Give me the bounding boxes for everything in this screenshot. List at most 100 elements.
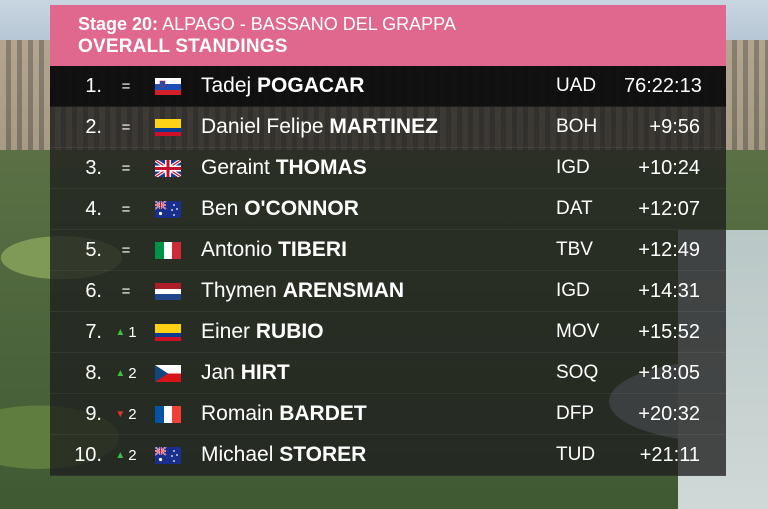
position-change-equal: = [121,159,131,177]
team-code: TUD [556,444,596,465]
rider-name: Geraint THOMAS [201,156,556,180]
rider-surname: POGACAR [257,74,365,97]
standings-row: 2. = Daniel Felipe MARTINEZ BOH +9:56 [50,107,726,148]
arrow-up-icon: ▲ [115,326,126,338]
rider-first-name: Jan [201,361,235,384]
australia-flag-icon [155,200,181,218]
time-gap: 76:22:13 [624,74,702,97]
rank: 10. [74,443,102,466]
rank: 8. [85,361,102,384]
team-code: IGD [556,280,590,301]
standings-title: OVERALL STANDINGS [78,35,288,57]
position-change: ▼ 2 [102,406,150,423]
team-code: MOV [556,321,600,342]
rider-surname: MARTINEZ [329,115,438,138]
great-britain-flag-icon [155,159,181,177]
time-gap: +10:24 [638,156,700,179]
rider-name: Michael STORER [201,443,556,467]
rider-surname: O'CONNOR [244,197,359,220]
position-change: ▲ 1 [102,324,150,341]
standings-row: 7. ▲ 1 Einer RUBIO MOV +15:52 [50,312,726,353]
position-change: = [102,160,150,177]
position-change-equal: = [121,77,131,95]
standings-table: 1. = Tadej POGACAR UAD 76:22:13 2. = Daniel Fel… [50,66,726,476]
rider-first-name: Thymen [201,279,277,302]
rider-name: Ben O'CONNOR [201,197,556,221]
rider-surname: THOMAS [275,156,367,179]
france-flag-icon [155,405,181,423]
rider-surname: ARENSMAN [282,279,405,302]
team-code: IGD [556,157,590,178]
rider-first-name: Antonio [201,238,273,261]
rider-surname: RUBIO [255,320,324,343]
position-change-value: 2 [128,446,137,464]
position-change-equal: = [121,241,131,259]
position-change: = [102,242,150,259]
time-gap: +15:52 [638,320,700,343]
time-gap: +14:31 [638,279,700,302]
rank: 7. [85,320,102,343]
arrow-up-icon: ▲ [115,449,126,461]
stage-route: ALPAGO - BASSANO DEL GRAPPA [162,13,456,34]
position-change-value: 1 [128,323,137,341]
position-change: = [102,78,150,95]
rank: 4. [85,197,102,220]
stage-line: Stage 20: ALPAGO - BASSANO DEL GRAPPA [78,13,698,35]
standings-row: 1. = Tadej POGACAR UAD 76:22:13 [50,66,726,107]
rank: 3. [85,156,102,179]
arrow-up-icon: ▲ [115,367,126,379]
rider-name: Antonio TIBERI [201,238,556,262]
position-change-equal: = [121,200,131,218]
colombia-flag-icon [155,118,181,136]
rider-first-name: Geraint [201,156,270,179]
rank: 6. [85,279,102,302]
rank: 2. [85,115,102,138]
standings-row: 8. ▲ 2 Jan HIRT SOQ +18:05 [50,353,726,394]
position-change-value: 2 [128,364,137,382]
position-change-equal: = [121,118,131,136]
team-code: TBV [556,239,593,260]
rider-name: Thymen ARENSMAN [201,279,556,303]
rider-first-name: Michael [201,443,274,466]
rider-name: Einer RUBIO [201,320,556,344]
colombia-flag-icon [155,323,181,341]
time-gap: +21:11 [639,443,700,466]
time-gap: +18:05 [638,361,700,384]
rider-surname: HIRT [240,361,290,384]
rider-name: Tadej POGACAR [201,74,556,98]
rider-first-name: Romain [201,402,274,425]
netherlands-flag-icon [155,282,181,300]
rider-first-name: Daniel Felipe [201,115,324,138]
rider-first-name: Tadej [201,74,252,97]
position-change: = [102,119,150,136]
time-gap: +12:07 [638,197,700,220]
position-change-equal: = [121,282,131,300]
rank: 9. [85,402,102,425]
standings-row: 5. = Antonio TIBERI TBV +12:49 [50,230,726,271]
rider-name: Jan HIRT [201,361,556,385]
team-code: DAT [556,198,593,219]
standings-overlay: Stage 20: ALPAGO - BASSANO DEL GRAPPA OV… [50,5,726,476]
rider-name: Daniel Felipe MARTINEZ [201,115,556,139]
standings-row: 6. = Thymen ARENSMAN IGD +14:31 [50,271,726,312]
rank: 1. [85,74,102,97]
team-code: SOQ [556,362,599,383]
rider-surname: BARDET [279,402,367,425]
czech-flag-icon [155,364,181,382]
rider-surname: TIBERI [278,238,347,261]
rider-first-name: Einer [201,320,251,343]
standings-row: 3. = Geraint THOMAS IGD +10:24 [50,148,726,189]
standings-row: 9. ▼ 2 Romain BARDET DFP +20:32 [50,394,726,435]
rider-surname: STORER [279,443,367,466]
position-change-value: 2 [128,405,137,423]
rider-name: Romain BARDET [201,402,556,426]
position-change: ▲ 2 [102,447,150,464]
team-code: BOH [556,116,598,137]
standings-row: 4. = Ben O'CONNOR DAT +12:07 [50,189,726,230]
time-gap: +20:32 [638,402,700,425]
team-code: UAD [556,75,597,96]
rank: 5. [85,238,102,261]
stage-number: Stage 20: [78,13,159,34]
position-change: = [102,201,150,218]
team-code: DFP [556,403,594,424]
